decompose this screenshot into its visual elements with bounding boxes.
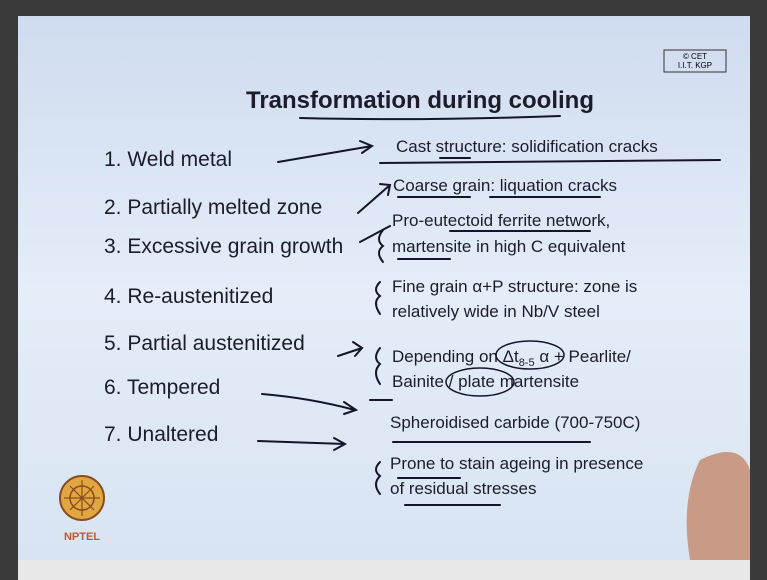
description: Depending on Δt8-5 α + Pearlite/ xyxy=(392,347,631,369)
item-label: 6. Tempered xyxy=(104,376,220,399)
description: Fine grain α+P structure: zone is xyxy=(392,277,637,296)
description: Spheroidised carbide (700-750C) xyxy=(390,413,640,432)
bottom-bar xyxy=(18,560,750,580)
description: martensite in high C equivalent xyxy=(392,237,626,256)
logo-line: I.I.T. KGP xyxy=(678,61,712,70)
item-label: 7. Unaltered xyxy=(104,423,218,446)
description: Coarse grain: liquation cracks xyxy=(393,176,617,195)
slide-frame: © CET I.I.T. KGP Transformation during c… xyxy=(0,0,767,580)
description: Pro-eutectoid ferrite network, xyxy=(392,211,610,230)
item-label: 3. Excessive grain growth xyxy=(104,235,343,258)
description-part: Δt xyxy=(503,347,519,366)
item-label: 1. Weld metal xyxy=(104,148,232,171)
item-label: 4. Re-austenitized xyxy=(104,285,273,308)
description-part: Depending on xyxy=(392,347,503,366)
title: Transformation during cooling xyxy=(246,87,594,114)
logo-line: © CET xyxy=(683,52,707,61)
description-part: α + Pearlite/ xyxy=(535,347,632,366)
description-subscript: 8-5 xyxy=(519,357,535,369)
description: Bainite / plate martensite xyxy=(392,372,579,391)
logo-text: NPTEL xyxy=(64,531,100,543)
description: Prone to stain ageing in presence xyxy=(390,454,643,473)
page: © CET I.I.T. KGP Transformation during c… xyxy=(0,0,767,580)
item-label: 2. Partially melted zone xyxy=(104,196,322,219)
description: relatively wide in Nb/V steel xyxy=(392,302,600,321)
description: Cast structure: solidification cracks xyxy=(396,137,658,156)
item-label: 5. Partial austenitized xyxy=(104,332,305,355)
nptel-logo xyxy=(60,476,104,520)
description: of residual stresses xyxy=(390,479,536,498)
